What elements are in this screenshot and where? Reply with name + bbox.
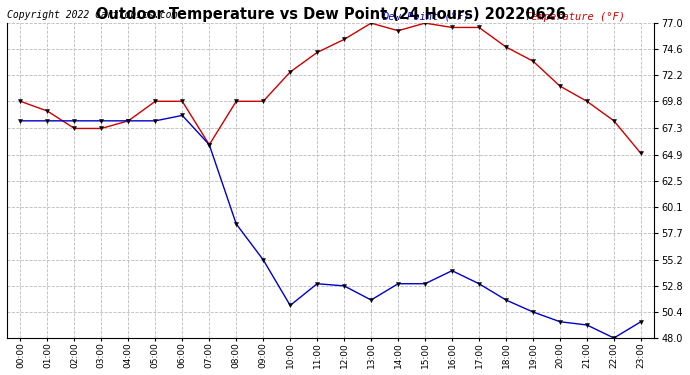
Text: Dew Point (°F): Dew Point (°F) <box>382 12 470 21</box>
Text: Copyright 2022 Cartronics.com: Copyright 2022 Cartronics.com <box>7 10 177 20</box>
Text: Temperature (°F): Temperature (°F) <box>525 12 625 21</box>
Title: Outdoor Temperature vs Dew Point (24 Hours) 20220626: Outdoor Temperature vs Dew Point (24 Hou… <box>96 7 566 22</box>
